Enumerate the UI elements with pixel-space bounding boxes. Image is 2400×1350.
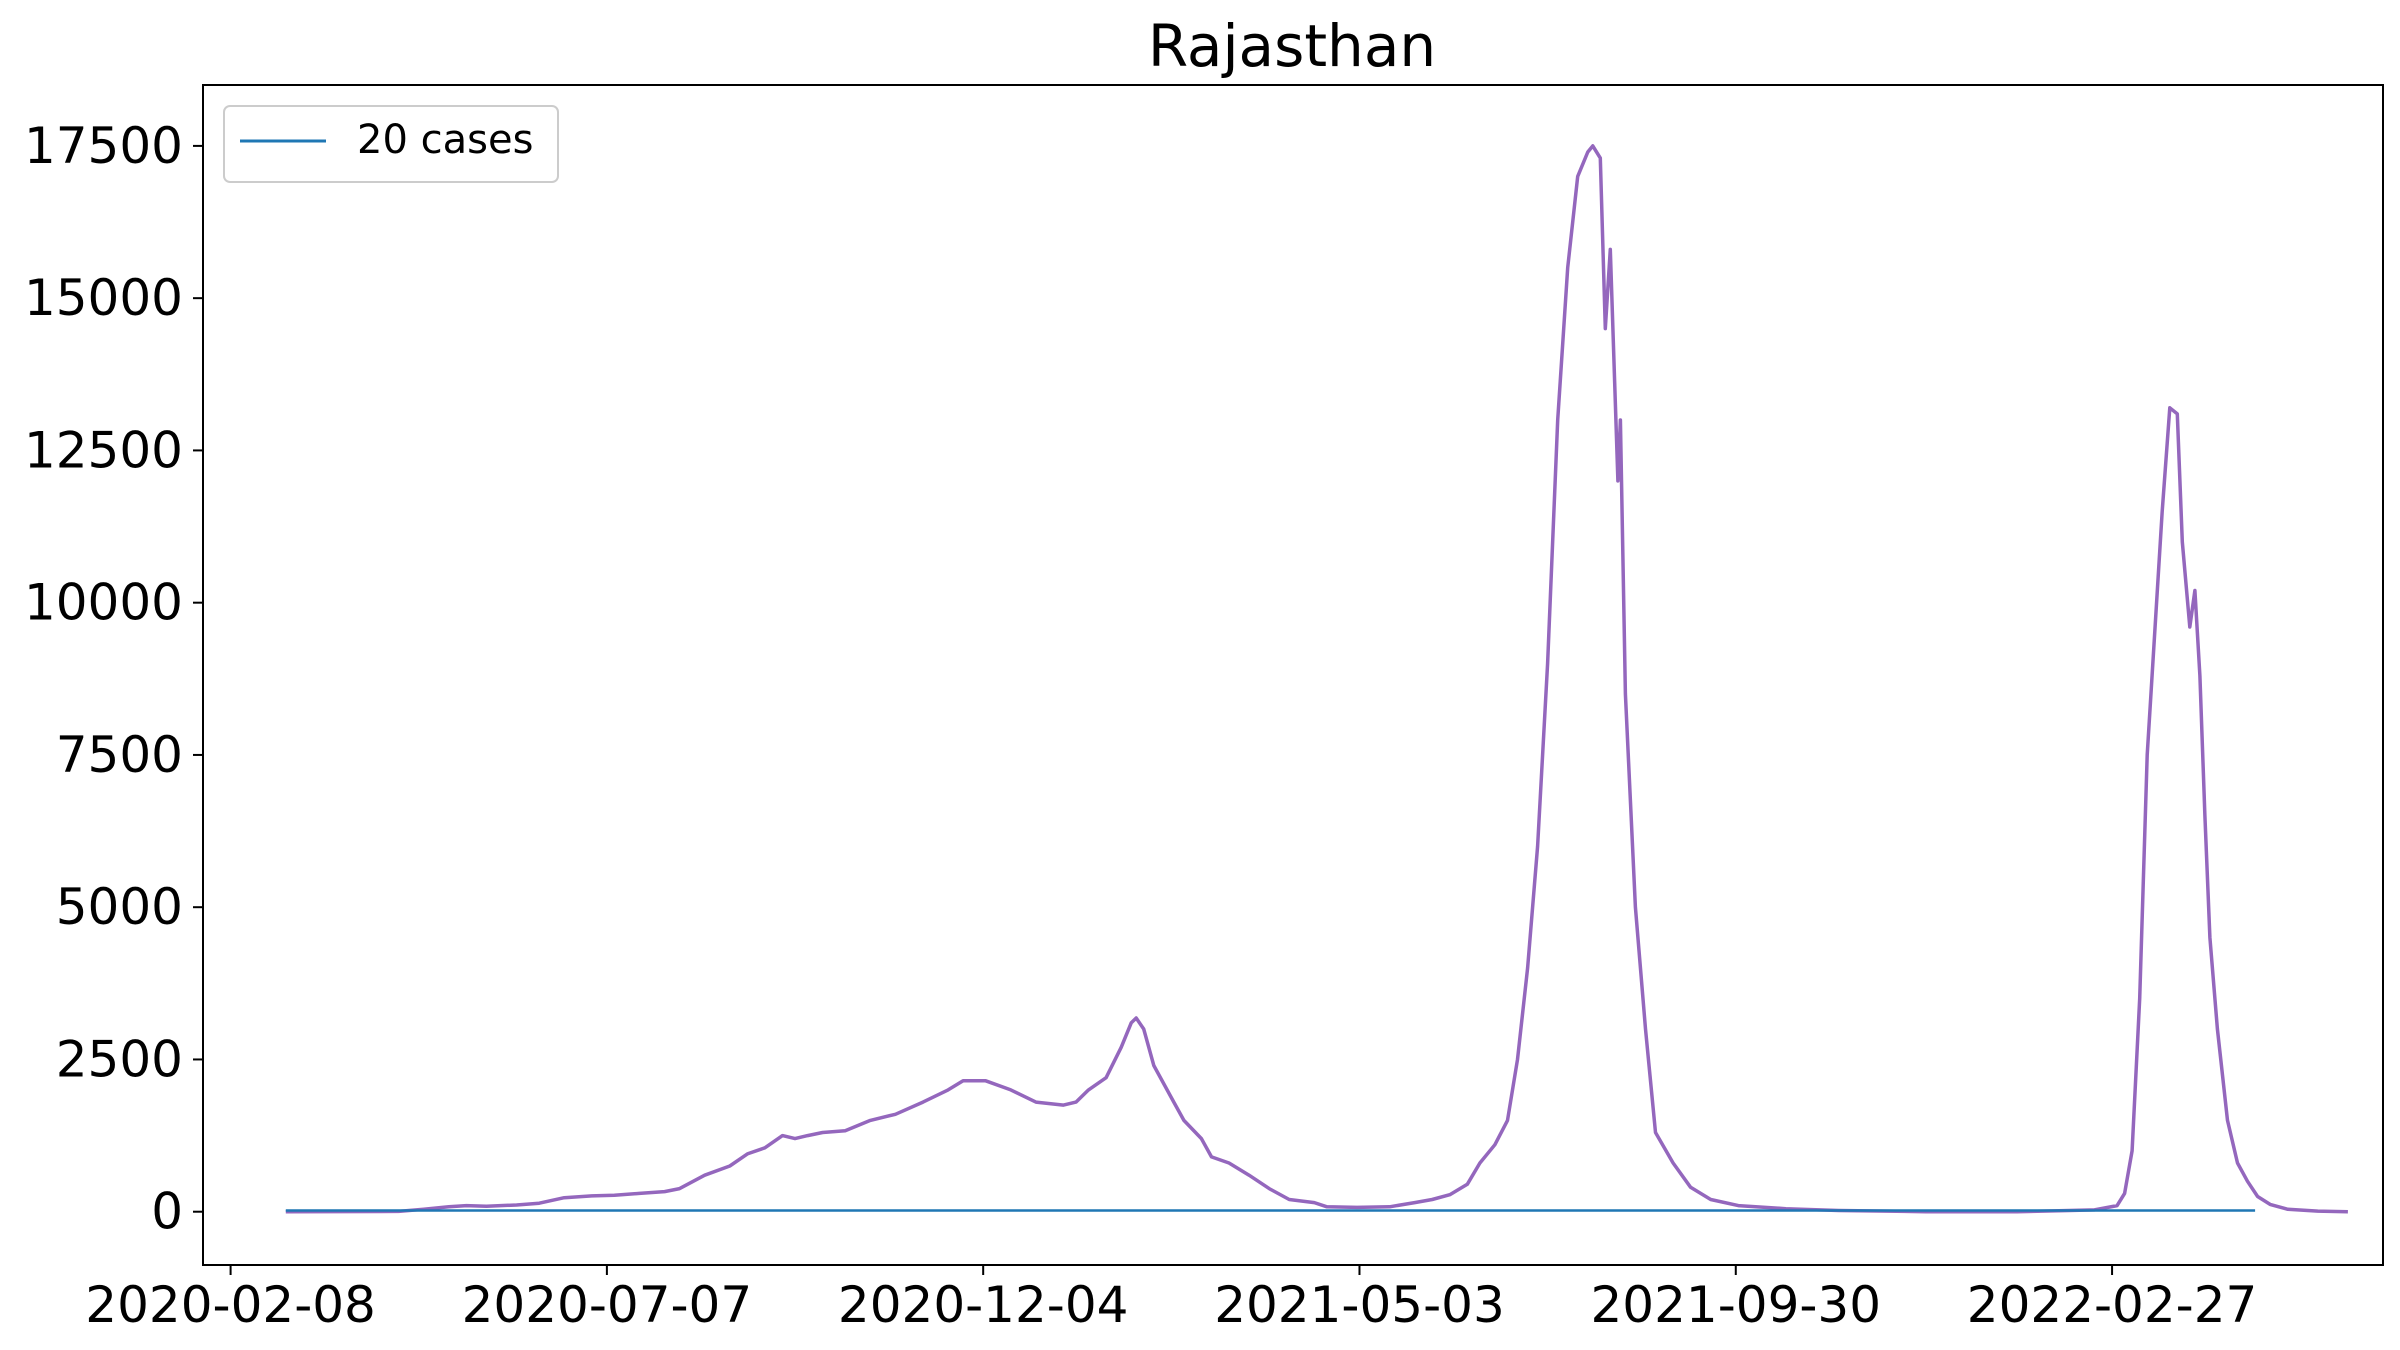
x-tick-label: 2021-09-30	[1590, 1276, 1881, 1334]
legend: 20 cases	[223, 105, 559, 183]
x-axis: 2020-02-08 2020-07-07 2020-12-04 2021-05-03…	[85, 1265, 2257, 1334]
x-tick-label: 2021-05-03	[1214, 1276, 1505, 1334]
legend-label: 20 cases	[357, 117, 533, 163]
axes-frame	[202, 84, 2384, 1266]
x-tick-label: 2020-07-07	[462, 1276, 753, 1334]
y-tick-label: 17500	[24, 117, 183, 175]
plot-area	[285, 144, 2348, 1214]
x-tick-label: 2022-02-27	[1967, 1276, 2258, 1334]
y-tick-label: 15000	[24, 269, 183, 327]
y-tick-label: 5000	[56, 878, 183, 936]
legend-box	[223, 105, 559, 183]
x-tick-label: 2020-12-04	[838, 1276, 1129, 1334]
x-tick-label: 2020-02-08	[85, 1276, 376, 1334]
y-tick-label: 0	[151, 1183, 183, 1241]
y-tick-label: 7500	[56, 726, 183, 784]
y-axis: 0 2500 5000 7500 10000 12500 15000 17500	[24, 117, 203, 1241]
y-tick-label: 2500	[56, 1030, 183, 1088]
series-line-cases	[285, 144, 2348, 1214]
chart-title: Rajasthan	[1148, 12, 1436, 80]
y-tick-label: 12500	[24, 421, 183, 479]
y-tick-label: 10000	[24, 574, 183, 632]
